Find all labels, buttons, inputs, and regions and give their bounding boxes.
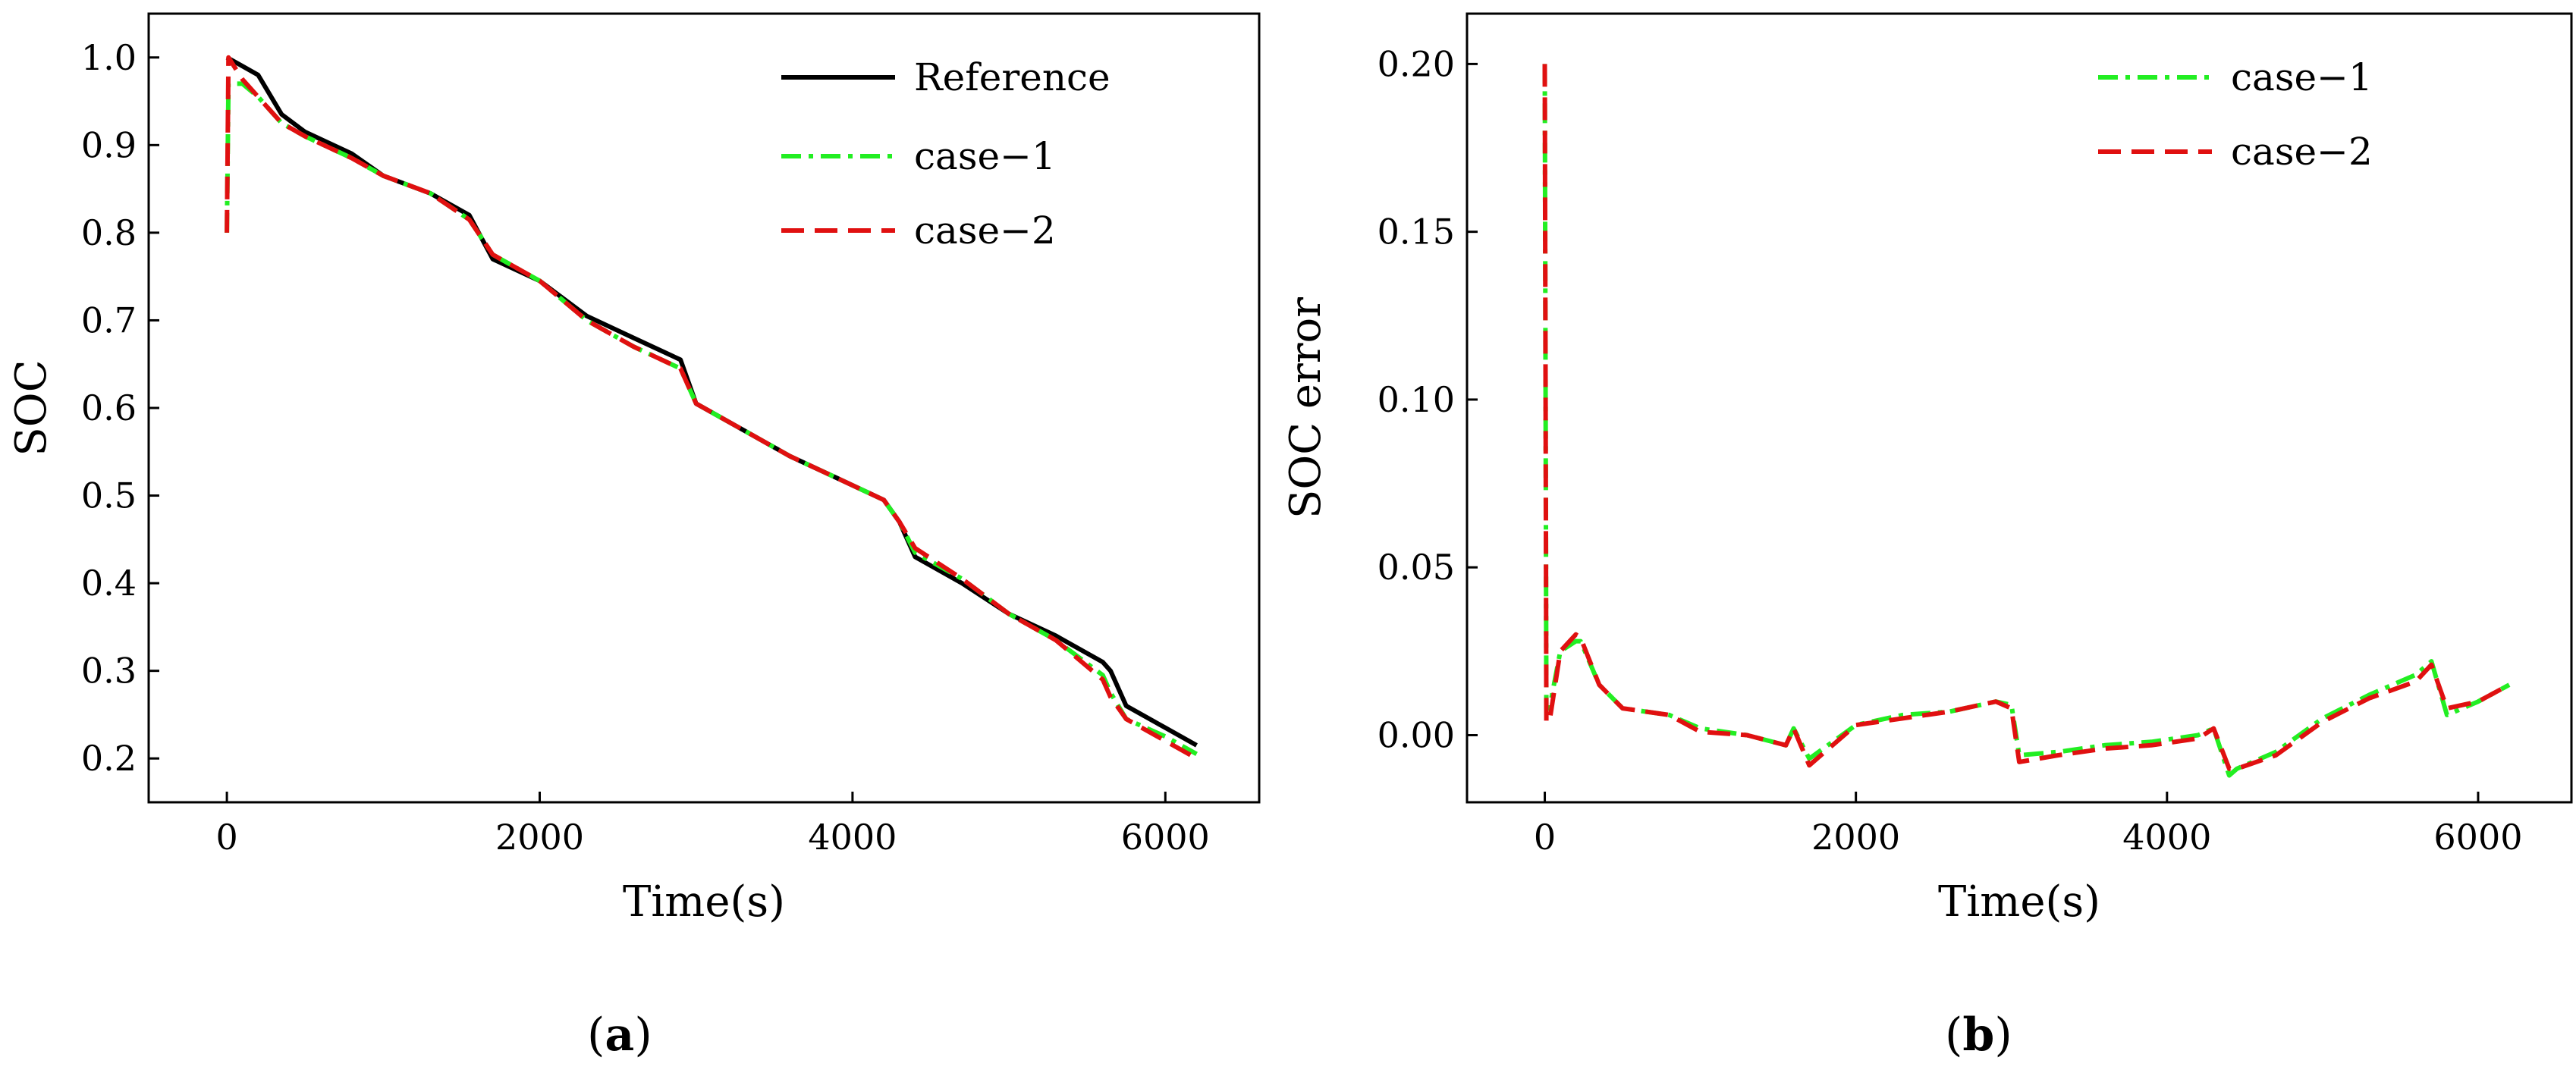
panel-a-caption: (a) <box>587 1009 652 1062</box>
panel-b-plot-frame <box>1465 12 2573 804</box>
legend-case-2-label: case−2 <box>914 209 1056 253</box>
y-tick-label: 0.00 <box>1378 714 1455 755</box>
legend-case-1-label: case−1 <box>2231 55 2373 99</box>
y-tick-label: 1.0 <box>81 37 137 78</box>
x-tick-label: 6000 <box>1121 817 1210 858</box>
panel-b-x-ticks: 0 2000 4000 6000 <box>1534 792 2522 858</box>
y-tick-label: 0.3 <box>81 651 137 692</box>
x-tick-label: 0 <box>1534 817 1556 858</box>
y-tick-label: 0.7 <box>81 300 137 340</box>
y-tick-label: 0.8 <box>81 212 137 253</box>
panel-a: 0.2 0.3 0.4 0.5 0.6 0.7 0.8 0.9 1.0 0 2000 4000 600… <box>7 12 1261 1062</box>
series-line-case-1 <box>225 81 1198 757</box>
panel-b-x-axis-title: Time(s) <box>1938 877 2100 927</box>
panel-b-series-group <box>1542 64 2511 778</box>
panel-b-y-axis-title: SOC error <box>1281 297 1330 519</box>
y-tick-label: 0.9 <box>81 124 137 165</box>
x-tick-label: 2000 <box>495 817 584 858</box>
y-tick-label: 0.2 <box>81 738 137 779</box>
panel-a-legend: Reference case−1 case−2 <box>781 55 1111 253</box>
panel-b: 0.00 0.05 0.10 0.15 0.20 0 2000 4000 6000 Time(… <box>1281 12 2573 1062</box>
series-line-case-2 <box>225 55 1198 761</box>
y-tick-label: 0.20 <box>1378 43 1455 84</box>
panel-a-caption-letter: a <box>605 1009 634 1062</box>
y-tick-label: 0.10 <box>1378 379 1455 420</box>
y-tick-label: 0.5 <box>81 475 137 516</box>
panel-a-x-axis-title: Time(s) <box>623 877 785 927</box>
panel-a-y-ticks: 0.2 0.3 0.4 0.5 0.6 0.7 0.8 0.9 1.0 <box>81 37 159 779</box>
panel-b-caption: (b) <box>1945 1009 2012 1062</box>
x-tick-label: 6000 <box>2433 817 2522 858</box>
x-tick-label: 4000 <box>808 817 897 858</box>
x-tick-label: 0 <box>215 817 237 858</box>
legend-reference-label: Reference <box>914 55 1111 99</box>
panel-b-legend: case−1 case−2 <box>2098 55 2373 174</box>
panel-b-y-ticks: 0.00 0.05 0.10 0.15 0.20 <box>1378 43 1478 755</box>
x-tick-label: 2000 <box>1811 817 1900 858</box>
x-tick-label: 4000 <box>2122 817 2211 858</box>
legend-case-1-label: case−1 <box>914 134 1056 178</box>
panel-a-y-axis-title: SOC <box>7 359 56 456</box>
y-tick-label: 0.6 <box>81 387 137 428</box>
y-tick-label: 0.15 <box>1378 212 1455 253</box>
panel-b-caption-letter: b <box>1962 1009 1994 1062</box>
y-tick-label: 0.05 <box>1378 547 1455 588</box>
series-line-case-2 <box>1542 64 2511 771</box>
y-tick-label: 0.4 <box>81 563 137 604</box>
series-line-case-1 <box>1542 64 2511 778</box>
panel-a-series-group <box>225 55 1198 761</box>
panel-a-x-ticks: 0 2000 4000 6000 <box>215 792 1210 858</box>
legend-case-2-label: case−2 <box>2231 130 2373 174</box>
